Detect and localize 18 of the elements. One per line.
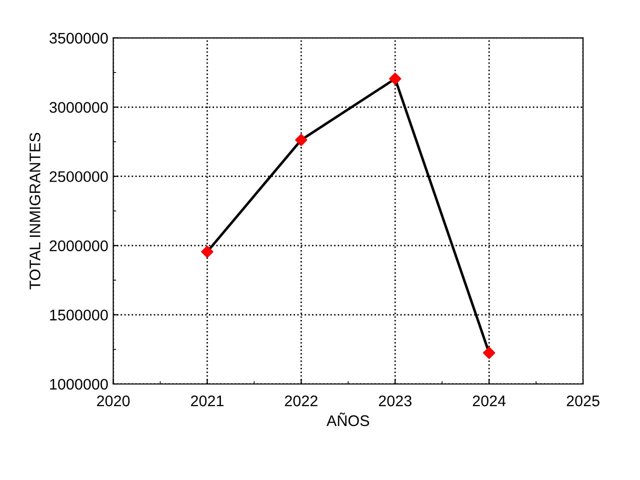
point <box>483 346 496 359</box>
x-tick-label: 2024 <box>472 396 506 406</box>
x-axis-title: AÑOS <box>326 412 370 426</box>
y-tick-label: 3000000 <box>50 102 108 113</box>
point <box>201 246 214 258</box>
y-tick-label: 2000000 <box>50 240 108 252</box>
y-tick-label: 1500000 <box>50 310 108 320</box>
y-tick-label: 2500000 <box>50 171 108 182</box>
x-tick-label: 2025 <box>566 396 600 406</box>
x-tick-label: 2022 <box>284 396 318 406</box>
y-tick-label: 1000000 <box>50 378 108 390</box>
x-tick-label: 2020 <box>97 396 130 406</box>
y-axis-title: TOTAL INMIGRANTES <box>30 132 40 290</box>
x-tick-label: 2021 <box>191 396 224 406</box>
x-tick-label: 2023 <box>378 396 412 406</box>
point <box>389 72 402 85</box>
point <box>295 134 308 146</box>
y-tick-label: 3500000 <box>50 32 108 44</box>
